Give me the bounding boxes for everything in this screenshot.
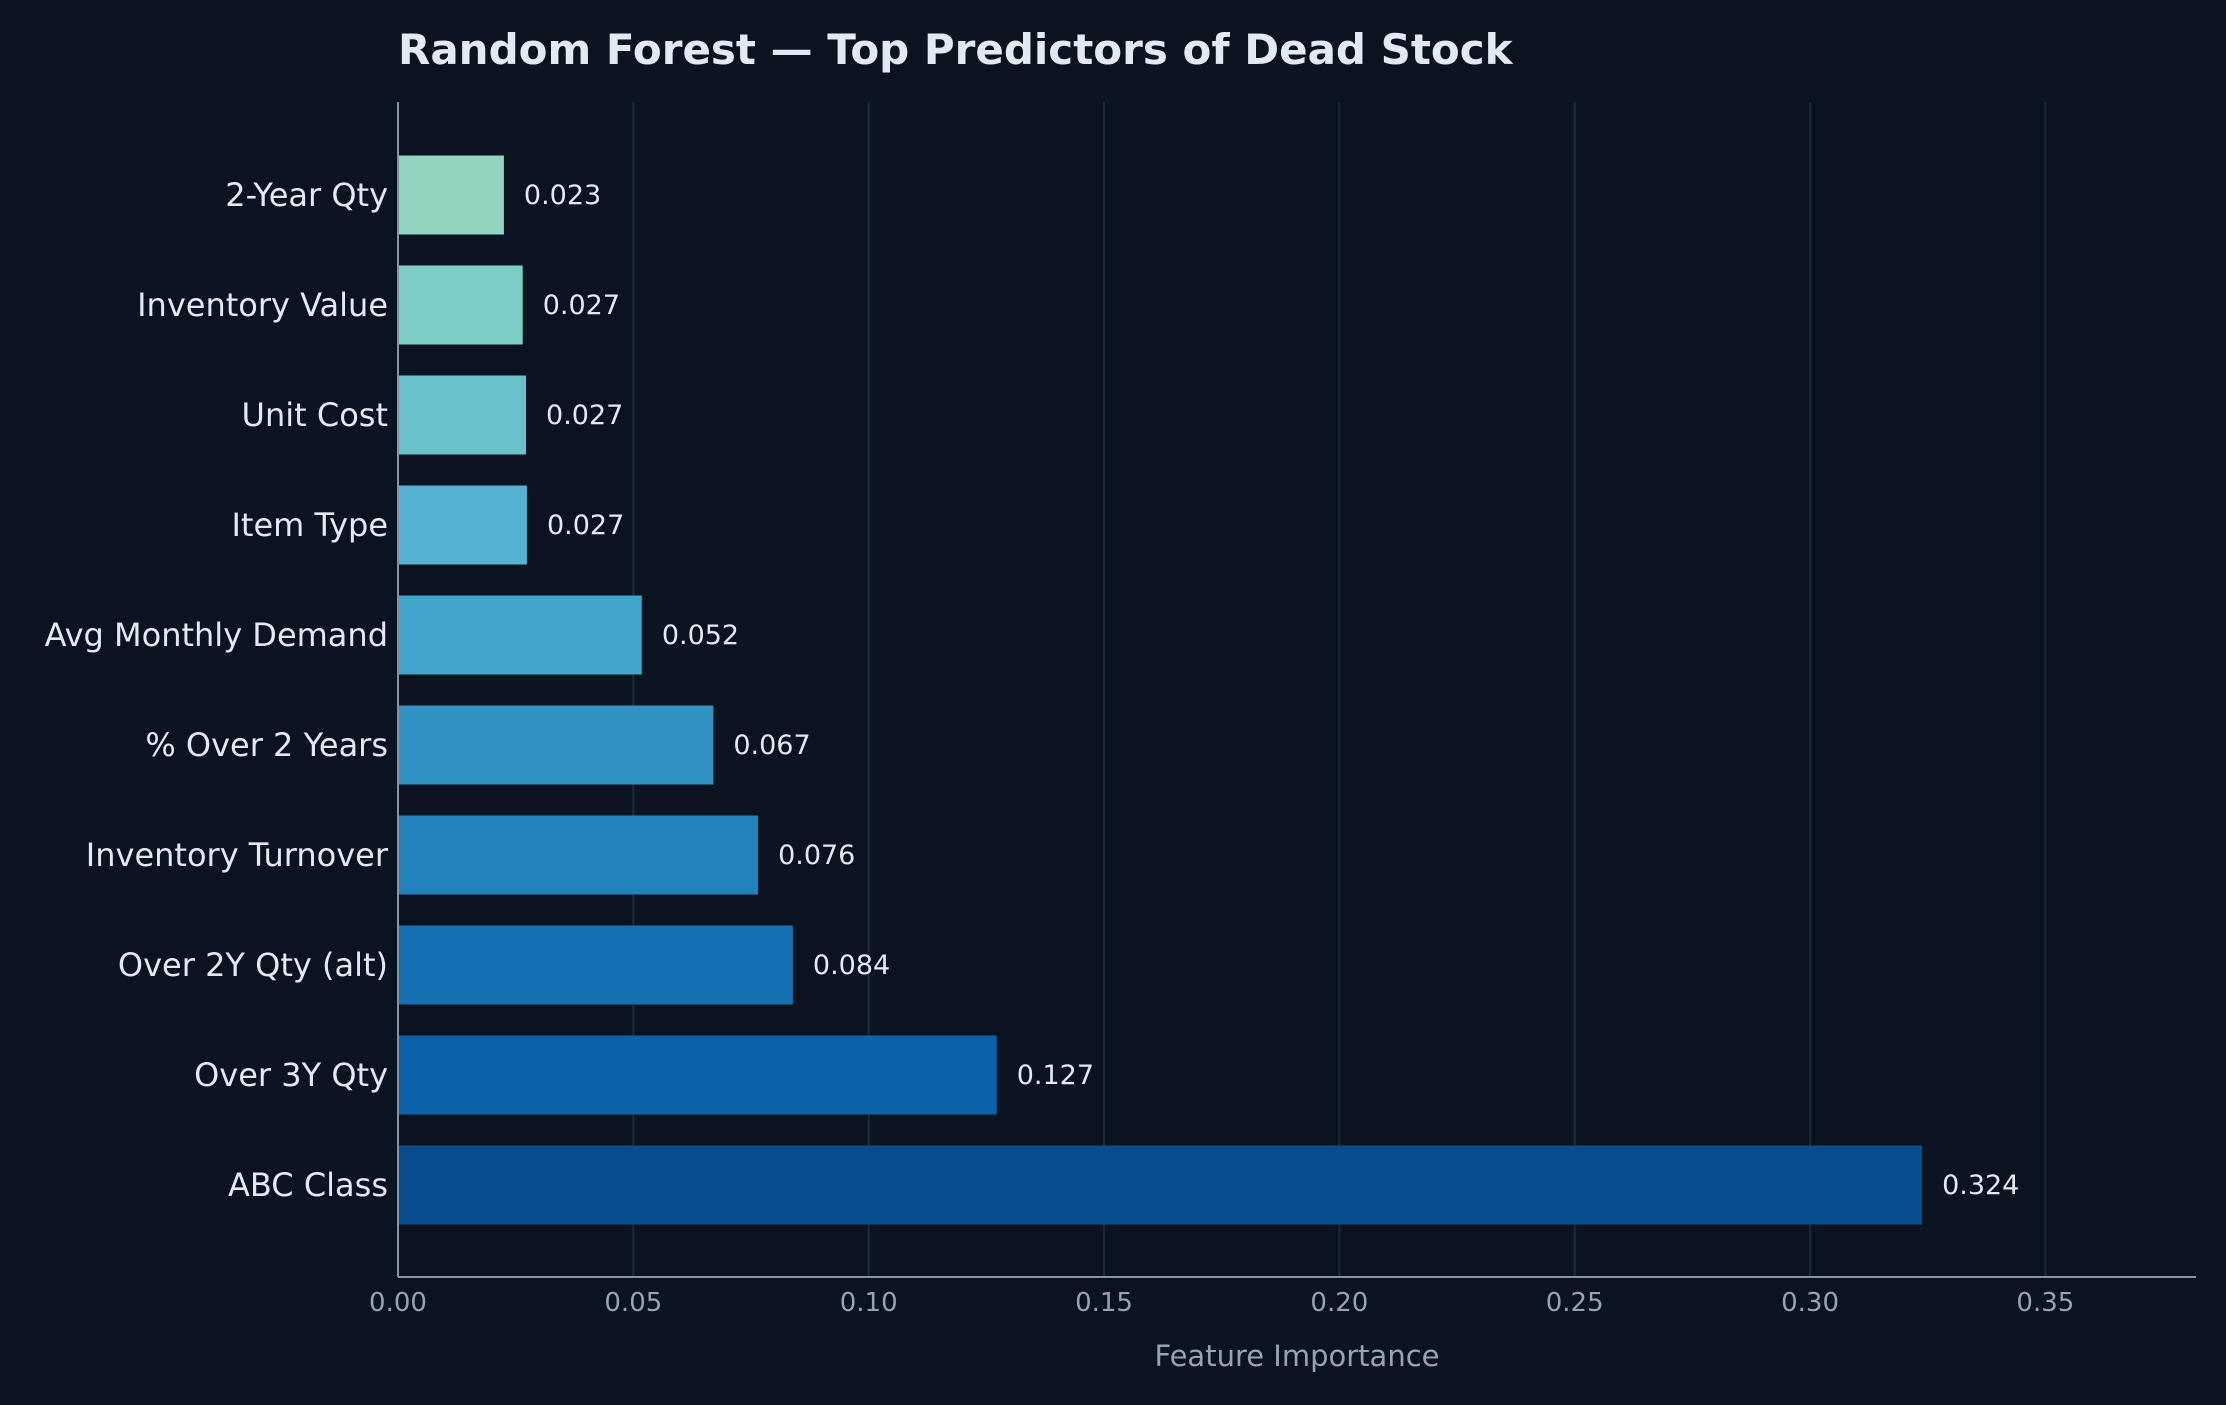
value-label: 0.324: [1942, 1170, 2019, 1201]
value-label: 0.027: [546, 400, 623, 431]
x-tick-label: 0.25: [1546, 1288, 1604, 1318]
bar: [398, 595, 642, 675]
bar: [398, 155, 504, 235]
category-label: Over 2Y Qty (alt): [118, 946, 388, 984]
x-tick-label: 0.35: [2016, 1288, 2074, 1318]
bar: [398, 375, 527, 455]
category-label: Item Type: [231, 506, 388, 544]
axes: [397, 102, 2196, 1278]
category-label: Inventory Value: [137, 286, 388, 324]
chart-title: Random Forest — Top Predictors of Dead S…: [398, 25, 1514, 74]
labels: 2-Year Qty 0.023 Inventory Value 0.027 Unit …: [45, 176, 2075, 1318]
value-label: 0.067: [733, 730, 810, 761]
bar: [398, 1035, 997, 1115]
bar: [398, 925, 793, 1005]
bar: [398, 265, 523, 345]
value-label: 0.076: [778, 840, 855, 871]
category-label: Over 3Y Qty: [194, 1056, 388, 1094]
value-label: 0.023: [524, 180, 601, 211]
x-tick-label: 0.15: [1075, 1288, 1133, 1318]
bar: [398, 815, 759, 895]
category-label: 2-Year Qty: [225, 176, 388, 214]
category-label: % Over 2 Years: [145, 726, 388, 764]
x-tick-label: 0.05: [604, 1288, 662, 1318]
x-tick-label: 0.00: [369, 1288, 427, 1318]
category-label: ABC Class: [228, 1166, 388, 1204]
x-axis-title: Feature Importance: [1155, 1339, 1440, 1373]
bar: [398, 485, 527, 565]
grid-lines: [632, 102, 2047, 1277]
value-label: 0.084: [813, 950, 890, 981]
category-label: Unit Cost: [242, 396, 388, 434]
bars: [398, 155, 1923, 1225]
bar: [398, 1145, 1923, 1225]
value-label: 0.027: [547, 510, 624, 541]
x-tick-label: 0.30: [1781, 1288, 1839, 1318]
bar: [398, 705, 714, 785]
x-tick-label: 0.20: [1310, 1288, 1368, 1318]
value-label: 0.127: [1017, 1060, 1094, 1091]
category-label: Inventory Turnover: [86, 836, 389, 874]
value-label: 0.027: [543, 290, 620, 321]
x-tick-label: 0.10: [840, 1288, 898, 1318]
value-label: 0.052: [662, 620, 739, 651]
category-label: Avg Monthly Demand: [45, 616, 388, 654]
